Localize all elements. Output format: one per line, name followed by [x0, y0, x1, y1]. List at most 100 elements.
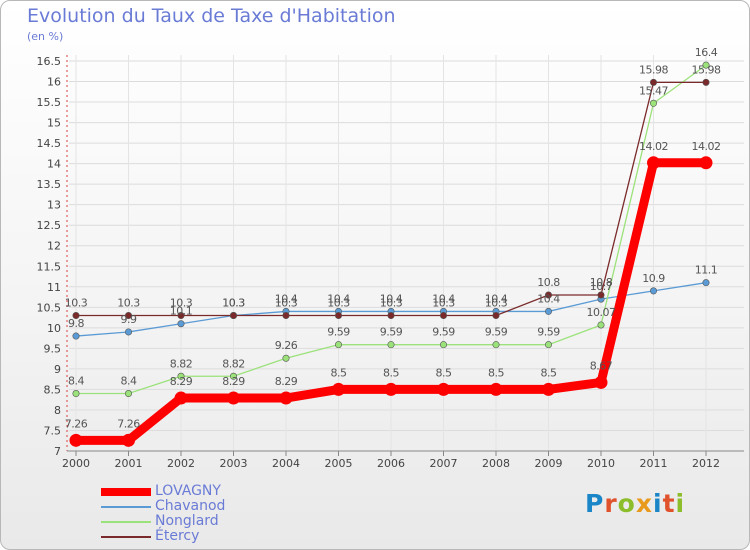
data-label-lovagny: 8.5 — [331, 366, 347, 379]
data-labels: 9.8 9.910.110.3 10.4 10.4 10.4 10.4 10.4 10.410… — [65, 46, 722, 430]
data-point-etercy — [387, 312, 395, 320]
data-label-lovagny: 8.5 — [488, 366, 504, 379]
x-tick-label: 2001 — [115, 457, 143, 470]
data-point-chavanod — [702, 279, 710, 287]
data-point-chavanod — [649, 287, 657, 295]
data-label-lovagny: 7.26 — [65, 417, 88, 430]
data-point-lovagny — [69, 433, 83, 447]
data-point-lovagny — [279, 391, 293, 405]
data-point-nonglard — [72, 390, 80, 398]
data-point-nonglard — [230, 372, 238, 380]
data-point-nonglard — [177, 372, 185, 380]
data-label-chavanod: 10.4 — [275, 292, 298, 305]
data-label-nonglard: 8.82 — [170, 357, 193, 370]
data-point-lovagny — [594, 375, 608, 389]
data-point-etercy — [544, 291, 552, 299]
data-point-etercy — [72, 312, 80, 320]
x-tick-label: 2012 — [692, 457, 720, 470]
y-tick-label: 7 — [54, 445, 61, 458]
data-label-etercy: 10.3 — [432, 297, 455, 310]
logo-letter: P — [585, 489, 605, 518]
x-tick-label: 2011 — [640, 457, 668, 470]
data-label-nonglard: 8.4 — [121, 375, 137, 388]
logo-letter: i — [675, 489, 686, 518]
data-point-etercy — [439, 312, 447, 320]
data-label-nonglard: 9.59 — [485, 326, 508, 339]
y-tick-label: 11.5 — [37, 260, 62, 273]
data-label-etercy: 10.3 — [170, 297, 193, 310]
data-label-chavanod: 10.3 — [222, 297, 245, 310]
data-label-lovagny: 8.29 — [170, 375, 193, 388]
data-label-etercy: 15.98 — [692, 63, 721, 76]
data-label-nonglard: 9.59 — [380, 326, 403, 339]
y-tick-label: 12.5 — [37, 219, 62, 232]
data-point-etercy — [125, 312, 133, 320]
data-label-nonglard: 8.4 — [68, 375, 84, 388]
logo-letter: t — [662, 489, 676, 518]
data-point-chavanod — [544, 307, 552, 315]
y-tick-label: 16.5 — [37, 55, 62, 68]
y-tick-label: 12 — [47, 240, 61, 253]
data-point-lovagny — [647, 156, 660, 170]
y-tick-label: 14 — [47, 158, 61, 171]
y-tick-label: 11 — [47, 281, 61, 294]
data-label-etercy: 15.98 — [639, 63, 668, 76]
data-point-lovagny — [332, 382, 345, 396]
data-point-nonglard — [649, 99, 657, 107]
data-label-chavanod: 9.8 — [68, 317, 84, 330]
y-tick-label: 13.5 — [37, 178, 62, 191]
x-tick-label: 2007 — [430, 457, 458, 470]
data-point-lovagny — [699, 156, 713, 170]
data-label-etercy: 10.3 — [485, 297, 508, 310]
legend-label: Chavanod — [155, 498, 226, 514]
legend-label: LOVAGNY — [155, 483, 221, 499]
data-point-etercy — [334, 312, 342, 320]
legend-label: Nonglard — [155, 513, 219, 529]
y-tick-label: 15.5 — [37, 96, 62, 109]
x-tick-label: 2005 — [325, 457, 353, 470]
data-point-etercy — [492, 312, 500, 320]
x-tick-label: 2002 — [167, 457, 195, 470]
legend-swatch — [101, 505, 151, 508]
data-point-lovagny — [489, 382, 503, 396]
data-label-nonglard: 15.47 — [639, 84, 668, 97]
data-label-nonglard: 9.59 — [432, 326, 455, 339]
data-label-chavanod: 11.1 — [695, 264, 718, 277]
y-tick-label: 10.5 — [37, 301, 62, 314]
data-label-lovagny: 7.26 — [117, 417, 140, 430]
data-label-lovagny: 8.5 — [383, 366, 399, 379]
y-tick-label: 8 — [54, 404, 61, 417]
x-tick-label: 2010 — [587, 457, 615, 470]
data-label-nonglard: 9.26 — [275, 339, 298, 352]
data-label-chavanod: 10.4 — [380, 292, 403, 305]
data-point-etercy — [597, 291, 605, 299]
legend-label: Étercy — [155, 528, 200, 544]
data-point-etercy — [282, 312, 290, 320]
data-point-etercy — [649, 78, 657, 86]
data-label-lovagny: 8.29 — [222, 375, 245, 388]
logo-letter: r — [604, 489, 618, 518]
data-point-nonglard — [282, 354, 290, 362]
line-chart: 7 7.5 8 8.5 9 9.5 10 10.5 11 11.5 12 12.5 13 13.5 14 14… — [37, 46, 744, 470]
data-label-lovagny: 8.5 — [541, 366, 557, 379]
grid — [69, 55, 744, 452]
data-point-nonglard — [439, 341, 447, 349]
y-tick-label: 10 — [47, 322, 61, 335]
data-label-etercy: 10.3 — [380, 297, 403, 310]
data-label-chavanod: 9.9 — [121, 313, 137, 326]
data-point-nonglard — [387, 341, 395, 349]
data-label-etercy: 10.3 — [222, 297, 245, 310]
x-tick-label: 2000 — [62, 457, 90, 470]
data-point-chavanod — [177, 320, 185, 328]
y-tick-label: 7.5 — [44, 424, 62, 437]
data-label-lovagny: 14.02 — [639, 140, 668, 153]
data-point-nonglard — [597, 321, 605, 329]
data-label-chavanod: 10.7 — [590, 280, 613, 293]
y-tick-label: 8.5 — [44, 383, 62, 396]
data-point-lovagny — [542, 382, 555, 396]
data-point-lovagny — [384, 382, 398, 396]
data-label-etercy: 10.3 — [117, 297, 140, 310]
data-label-etercy: 10.8 — [537, 276, 560, 289]
data-point-lovagny — [437, 382, 450, 396]
data-label-nonglard: 8.82 — [222, 357, 245, 370]
